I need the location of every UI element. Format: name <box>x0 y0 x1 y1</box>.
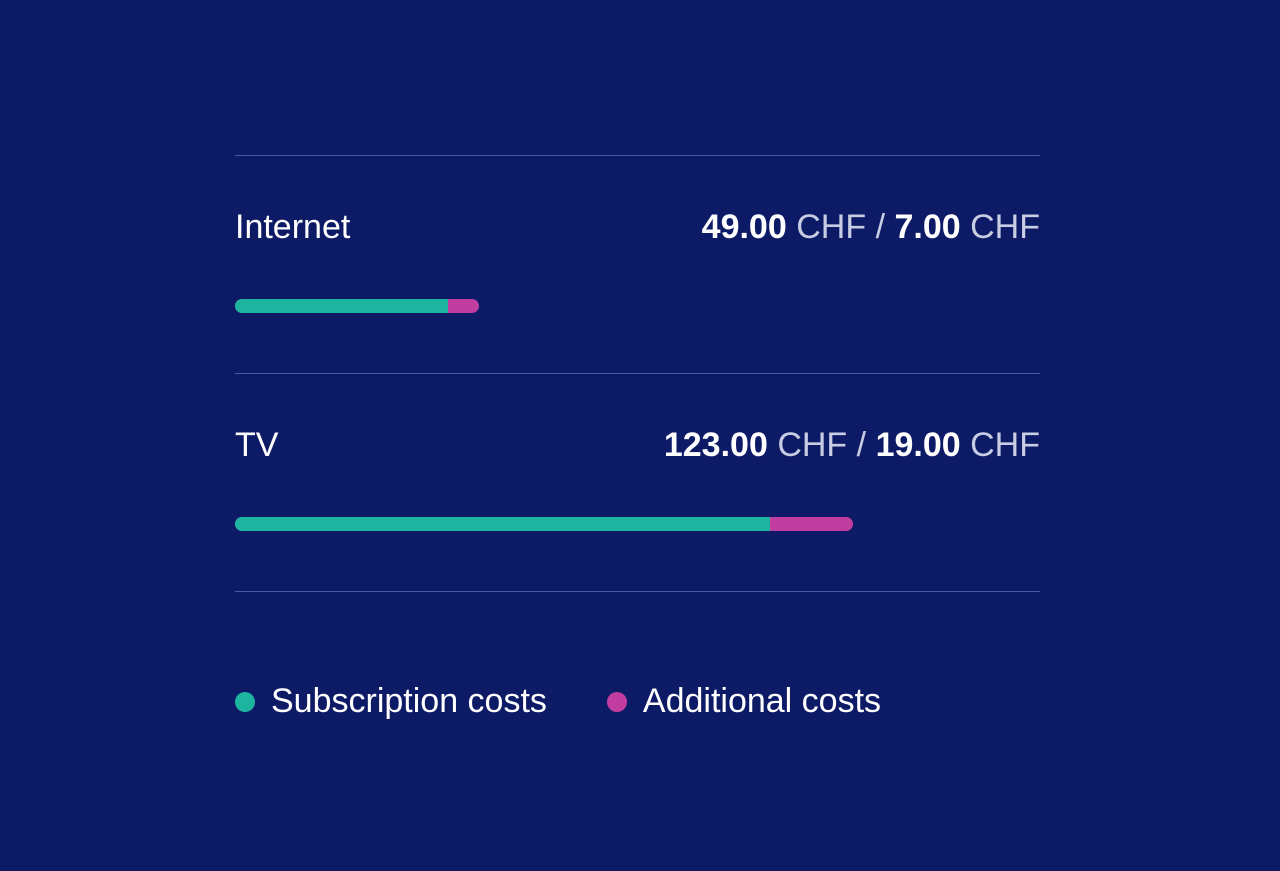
chart-canvas: Internet 49.00 CHF / 7.00 CHF TV 123.00 <box>0 0 1280 871</box>
chart-content: Internet 49.00 CHF / 7.00 CHF TV 123.00 <box>235 155 1040 721</box>
category-section-internet: Internet 49.00 CHF / 7.00 CHF <box>235 156 1040 373</box>
additional-currency: CHF <box>970 426 1040 464</box>
chart-legend: Subscription costs Additional costs <box>235 682 1040 721</box>
additional-currency: CHF <box>970 208 1040 246</box>
value-separator: / <box>876 208 895 246</box>
row-header: Internet 49.00 CHF / 7.00 CHF <box>235 208 1040 247</box>
bar-segment-subscription <box>235 299 448 313</box>
legend-swatch-subscription <box>235 692 255 712</box>
bar-segment-subscription <box>235 517 770 531</box>
subscription-amount: 49.00 <box>702 208 787 246</box>
divider-bottom <box>235 591 1040 592</box>
bar-track <box>235 517 853 531</box>
legend-item-subscription: Subscription costs <box>235 682 547 721</box>
legend-item-additional: Additional costs <box>607 682 881 721</box>
category-label: TV <box>235 426 278 465</box>
category-label: Internet <box>235 208 350 247</box>
category-values: 49.00 CHF / 7.00 CHF <box>702 208 1040 247</box>
additional-amount: 7.00 <box>894 208 960 246</box>
subscription-currency: CHF <box>777 426 847 464</box>
category-section-tv: TV 123.00 CHF / 19.00 CHF <box>235 374 1040 591</box>
row-header: TV 123.00 CHF / 19.00 CHF <box>235 426 1040 465</box>
additional-amount: 19.00 <box>876 426 961 464</box>
category-values: 123.00 CHF / 19.00 CHF <box>664 426 1040 465</box>
subscription-currency: CHF <box>796 208 866 246</box>
bar-track <box>235 299 479 313</box>
legend-swatch-additional <box>607 692 627 712</box>
value-separator: / <box>857 426 876 464</box>
legend-label: Subscription costs <box>271 682 547 721</box>
subscription-amount: 123.00 <box>664 426 768 464</box>
legend-label: Additional costs <box>643 682 881 721</box>
